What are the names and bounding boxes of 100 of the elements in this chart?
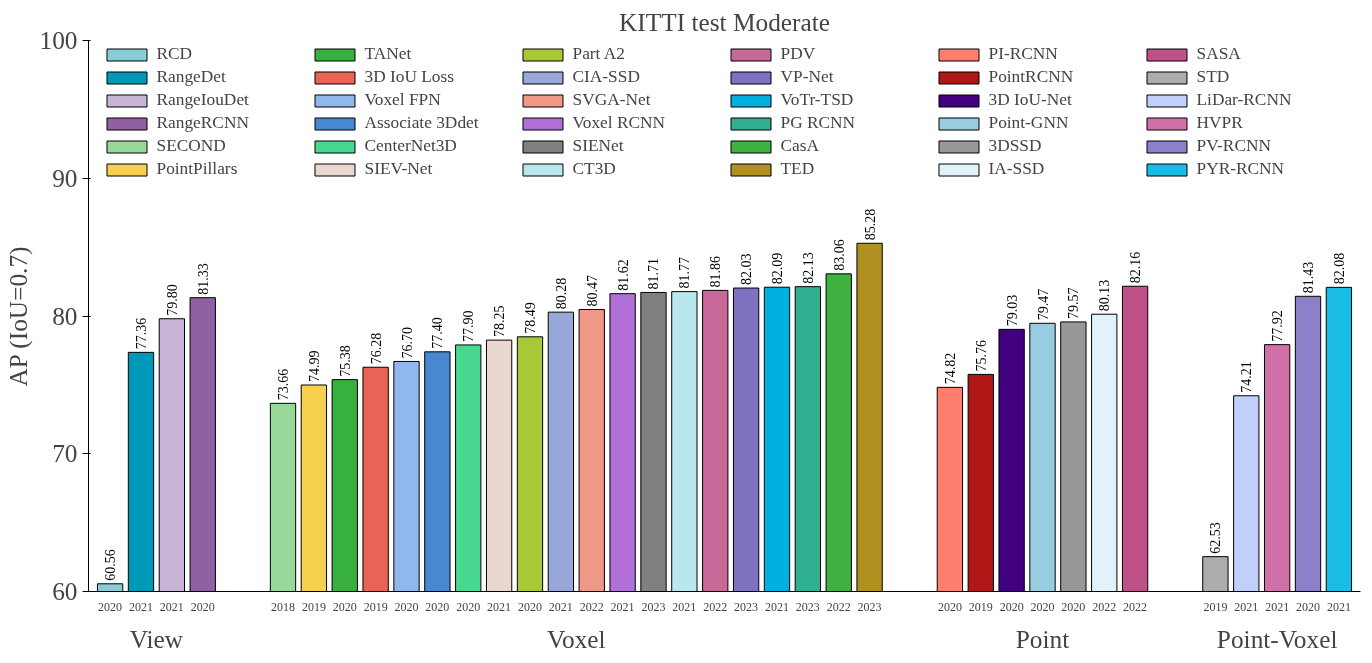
x-tick-label: 2023 xyxy=(641,599,666,614)
y-tick-label: 60 xyxy=(52,577,78,605)
legend-label: SIENet xyxy=(572,136,625,156)
x-tick-label: 2020 xyxy=(425,599,450,614)
y-tick-label: 80 xyxy=(52,301,78,330)
legend-label: 3DSSD xyxy=(988,136,1043,156)
legend-label: Voxel RCNN xyxy=(572,113,667,133)
legend-label: PI-RCNN xyxy=(988,44,1059,64)
y-tick-label: 100 xyxy=(39,26,78,54)
legend-label: VoTr-TSD xyxy=(780,90,855,110)
data-label: 82.03 xyxy=(739,253,755,286)
x-tick-label: 2021 xyxy=(548,599,573,614)
data-label: 79.47 xyxy=(1035,288,1051,321)
x-tick-label: 2019 xyxy=(301,599,326,614)
data-label: 85.28 xyxy=(862,208,878,241)
data-label: 79.57 xyxy=(1066,287,1082,319)
data-label: 81.43 xyxy=(1301,261,1317,294)
x-tick-label: 2020 xyxy=(190,599,215,614)
x-axis-title: View xyxy=(129,624,184,653)
legend-label: SIEV-Net xyxy=(364,159,434,179)
legend-label: 3D IoU-Net xyxy=(988,90,1073,110)
legend-label: Part A2 xyxy=(572,44,626,64)
legend-label: SVGA-Net xyxy=(572,90,652,110)
legend-label: PointPillars xyxy=(156,159,239,179)
x-tick-label: 2021 xyxy=(610,599,635,614)
data-label: 73.66 xyxy=(276,368,291,401)
x-tick-label: 2020 xyxy=(394,599,419,614)
x-tick-label: 2021 xyxy=(764,599,789,614)
legend-label: LiDar-RCNN xyxy=(1196,90,1293,110)
data-label: 60.56 xyxy=(103,549,119,581)
y-tick-label: 70 xyxy=(52,439,78,468)
data-label: 77.90 xyxy=(461,310,477,342)
legend-label: RangeIouDet xyxy=(156,90,250,110)
data-label: 74.21 xyxy=(1239,361,1255,393)
x-tick-label: 2023 xyxy=(857,599,882,614)
data-label: 82.08 xyxy=(1331,252,1347,285)
legend-label: TED xyxy=(780,159,816,179)
data-label: 77.40 xyxy=(430,317,446,349)
data-label: 76.28 xyxy=(368,332,384,365)
data-label: 81.77 xyxy=(677,257,693,289)
y-tick-label: 90 xyxy=(52,163,78,192)
legend-label: STD xyxy=(1196,67,1231,87)
data-label: 74.99 xyxy=(306,350,322,383)
legend-label: RCD xyxy=(156,44,194,64)
legend-label: RangeRCNN xyxy=(156,113,250,133)
x-tick-label: 2023 xyxy=(795,599,820,614)
legend-label: PointRCNN xyxy=(988,67,1075,87)
x-tick-label: 2020 xyxy=(999,599,1024,614)
legend-label: SASA xyxy=(1196,44,1242,64)
legend-label: PV-RCNN xyxy=(1196,136,1272,156)
data-label: 74.82 xyxy=(942,352,958,385)
data-label: 75.76 xyxy=(973,339,989,372)
data-label: 82.16 xyxy=(1128,251,1144,284)
data-label: 78.49 xyxy=(523,302,538,334)
x-tick-label: 2018 xyxy=(271,599,295,614)
data-label: 77.92 xyxy=(1270,310,1286,342)
legend-label: PG RCNN xyxy=(780,113,857,133)
legend-label: HVPR xyxy=(1196,113,1244,133)
data-label: 81.86 xyxy=(708,255,724,288)
x-tick-label: 2022 xyxy=(826,599,851,614)
data-label: 79.80 xyxy=(164,284,180,316)
x-tick-label: 2020 xyxy=(456,599,481,614)
x-tick-label: 2022 xyxy=(703,599,728,614)
x-tick-label: 2021 xyxy=(1234,599,1259,614)
x-tick-label: 2021 xyxy=(128,599,153,614)
legend-label: CIA-SSD xyxy=(572,67,641,87)
legend-label: RangeDet xyxy=(156,67,227,87)
data-label: 82.13 xyxy=(800,252,816,284)
x-tick-label: 2022 xyxy=(1092,599,1117,614)
x-tick-label: 2021 xyxy=(487,599,512,614)
legend-label: VP-Net xyxy=(780,67,835,87)
x-tick-label: 2023 xyxy=(734,599,759,614)
x-tick-label: 2021 xyxy=(159,599,184,614)
data-label: 83.06 xyxy=(831,239,847,271)
x-axis-title: Point xyxy=(1015,624,1070,653)
legend-label: SECOND xyxy=(156,136,227,156)
x-tick-label: 2020 xyxy=(1296,599,1321,614)
legend-label: TANet xyxy=(364,44,413,64)
x-tick-label: 2022 xyxy=(579,599,604,614)
x-tick-label: 2021 xyxy=(1265,599,1290,614)
data-label: 80.28 xyxy=(553,277,569,310)
data-label: 78.25 xyxy=(492,305,508,338)
data-label: 81.71 xyxy=(646,257,662,290)
x-tick-label: 2020 xyxy=(98,599,123,614)
x-tick-label: 2021 xyxy=(672,599,697,614)
legend-label: PDV xyxy=(780,44,817,64)
legend-label: Point-GNN xyxy=(988,113,1070,133)
x-tick-label: 2020 xyxy=(937,599,962,614)
x-axis-title: Voxel xyxy=(546,624,606,653)
chart-title: KITTI test Moderate xyxy=(619,7,831,36)
legend-label: Voxel FPN xyxy=(364,90,442,110)
legend-label: Associate 3Ddet xyxy=(364,113,480,133)
data-label: 80.13 xyxy=(1097,279,1113,312)
data-label: 76.70 xyxy=(399,326,415,359)
data-label: 82.09 xyxy=(769,252,785,285)
data-label: 81.33 xyxy=(195,263,211,295)
x-tick-label: 2021 xyxy=(1326,599,1351,614)
x-tick-label: 2019 xyxy=(1203,599,1228,614)
data-label: 75.38 xyxy=(337,345,353,377)
legend-label: CenterNet3D xyxy=(364,136,458,156)
